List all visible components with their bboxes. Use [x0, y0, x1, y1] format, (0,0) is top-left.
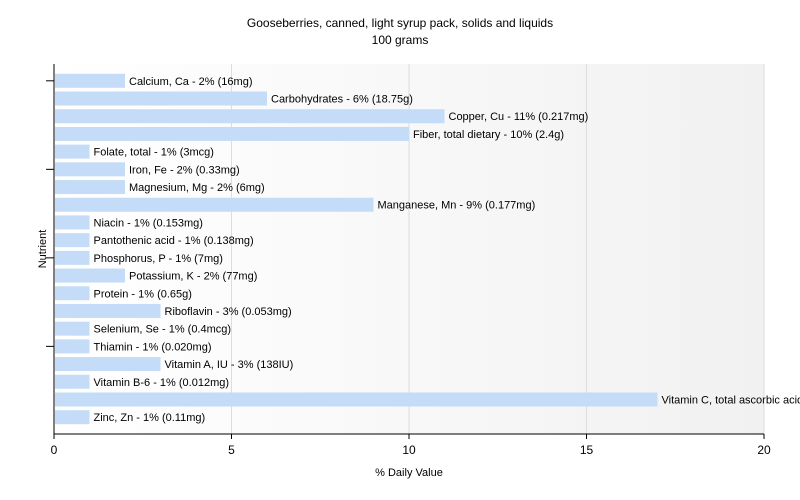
bar	[55, 197, 374, 212]
bar	[55, 109, 445, 124]
bar	[55, 303, 161, 318]
bar	[55, 374, 90, 389]
bar-label: Zinc, Zn - 1% (0.11mg)	[94, 412, 206, 424]
grid-lines	[231, 64, 765, 434]
bar	[55, 126, 409, 141]
bar	[55, 410, 90, 425]
bar	[55, 339, 90, 354]
bar-label: Magnesium, Mg - 2% (6mg)	[129, 182, 265, 194]
bar-label: Protein - 1% (0.65g)	[94, 288, 192, 300]
x-axis-label: % Daily Value	[375, 467, 443, 479]
chart-subtitle: 100 grams	[372, 33, 429, 47]
bar	[55, 286, 90, 301]
bar	[55, 144, 90, 159]
bar	[55, 268, 125, 283]
bars: Calcium, Ca - 2% (16mg) Carbohydrates - 6…	[55, 73, 800, 425]
bar-label: Vitamin C, total ascorbic acid - 17% (10…	[662, 394, 800, 406]
bar	[55, 91, 267, 106]
bar	[55, 73, 125, 88]
bar-label: Pantothenic acid - 1% (0.138mg)	[94, 235, 254, 247]
x-ticks: 0 5 10 15 20	[51, 434, 771, 457]
bar-label: Manganese, Mn - 9% (0.177mg)	[378, 200, 536, 212]
x-tick-label: 20	[757, 443, 771, 457]
bar-label: Riboflavin - 3% (0.053mg)	[165, 306, 292, 318]
x-tick-label: 0	[51, 443, 58, 457]
bar-label: Thiamin - 1% (0.020mg)	[94, 341, 212, 353]
bar	[55, 162, 125, 177]
x-tick-label: 10	[402, 443, 416, 457]
bar-label: Copper, Cu - 11% (0.217mg)	[449, 111, 589, 123]
bar-label: Calcium, Ca - 2% (16mg)	[129, 76, 252, 88]
y-axis-label: Nutrient	[37, 230, 49, 269]
bar-label: Potassium, K - 2% (77mg)	[129, 271, 257, 283]
bar-label: Iron, Fe - 2% (0.33mg)	[129, 164, 240, 176]
bar	[55, 321, 90, 336]
bar	[55, 215, 90, 230]
bar-label: Fiber, total dietary - 10% (2.4g)	[413, 129, 564, 141]
bar-label: Folate, total - 1% (3mcg)	[94, 147, 214, 159]
bar-label: Niacin - 1% (0.153mg)	[94, 217, 203, 229]
x-tick-label: 5	[228, 443, 235, 457]
bar-label: Carbohydrates - 6% (18.75g)	[271, 94, 413, 106]
bar	[55, 233, 90, 248]
bar-label: Vitamin A, IU - 3% (138IU)	[165, 359, 294, 371]
bar-label: Selenium, Se - 1% (0.4mcg)	[94, 324, 232, 336]
bar	[55, 250, 90, 265]
x-tick-label: 15	[580, 443, 594, 457]
bar	[55, 357, 161, 372]
bar-label: Phosphorus, P - 1% (7mg)	[94, 253, 223, 265]
bar	[55, 392, 658, 407]
bar	[55, 180, 125, 195]
bar-label: Vitamin B-6 - 1% (0.012mg)	[94, 377, 230, 389]
chart-title: Gooseberries, canned, light syrup pack, …	[247, 16, 553, 30]
